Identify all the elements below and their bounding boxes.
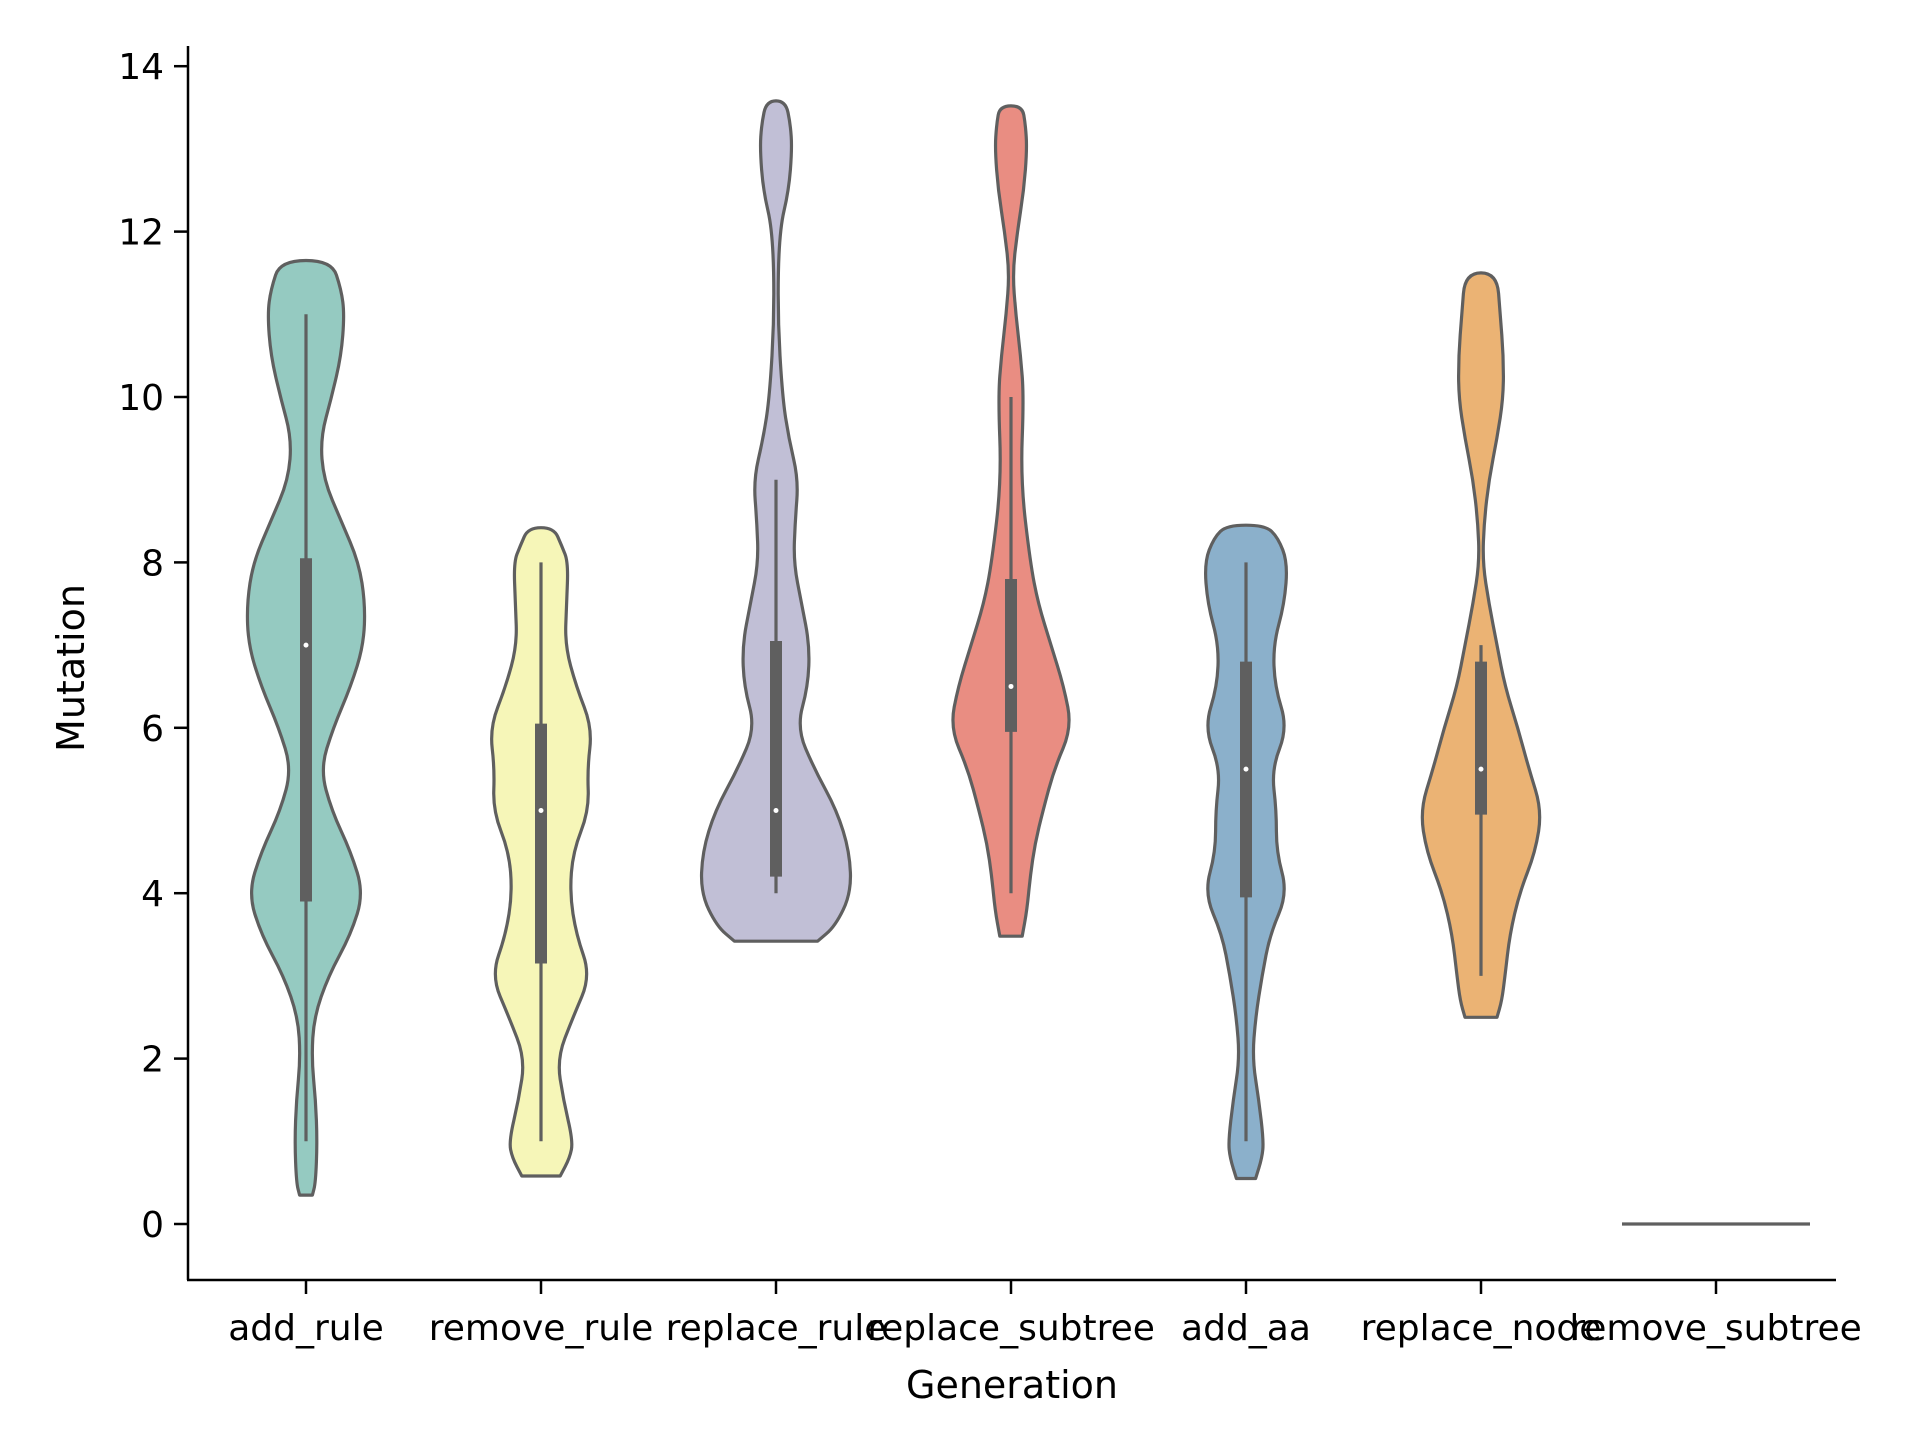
y-axis-ticks: 0 2 4 6 8 10 12 14 [118,47,188,1246]
violin-median [1008,683,1014,689]
x-tick-label: add_aa [1181,1308,1311,1349]
y-tick-label: 8 [141,543,164,584]
violin-replace_rule [699,99,853,943]
y-tick-label: 4 [141,874,164,915]
y-tick-label: 0 [141,1205,164,1246]
violin-median [773,808,779,813]
x-tick-label: add_rule [228,1308,384,1349]
y-tick-label: 2 [141,1040,164,1081]
violin-add_rule [245,258,367,1197]
x-tick-label: replace_node [1361,1308,1602,1349]
x-axis-title: Generation [906,1363,1118,1407]
violin-remove_rule [490,526,592,1178]
violin-median [1478,766,1484,772]
violin-layer [245,99,1810,1226]
violin-median [303,642,309,648]
y-tick-label: 6 [141,709,164,750]
y-tick-label: 12 [118,213,164,254]
violin-median [538,808,544,813]
violin-add_aa [1204,523,1288,1181]
y-tick-label: 10 [118,378,164,419]
x-tick-label: replace_rule [666,1308,887,1349]
violin-replace_node [1420,271,1542,1019]
x-axis-ticks: add_rule remove_rule replace_rulereplace_s… [228,1280,1862,1349]
y-tick-label: 14 [118,47,164,88]
x-tick-label: remove_subtree [1570,1308,1862,1349]
y-axis-title: Mutation [49,584,93,752]
x-tick-label: remove_rule [429,1308,653,1349]
violin-replace_subtree [951,104,1071,938]
x-tick-label: replace_subtree [867,1308,1155,1349]
violin-median [1243,766,1249,772]
